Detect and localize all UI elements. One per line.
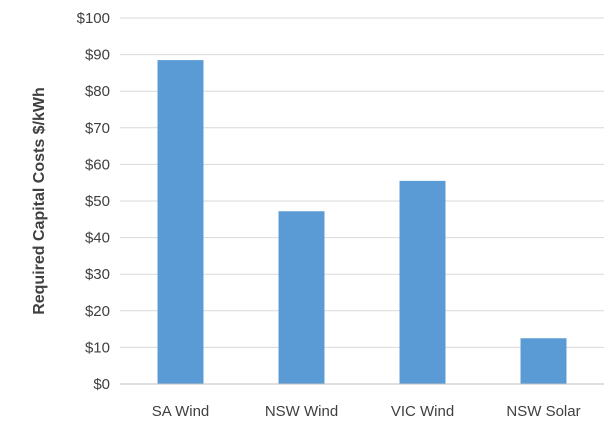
- y-tick-label: $30: [85, 266, 110, 283]
- y-tick-label: $70: [85, 120, 110, 137]
- y-axis-title: Required Capital Costs $/kWh: [31, 87, 48, 315]
- x-tick-label: NSW Solar: [506, 403, 580, 420]
- bar-nsw-solar: [520, 338, 567, 384]
- y-tick-label: $60: [85, 156, 110, 173]
- x-tick-label: NSW Wind: [265, 403, 338, 420]
- y-tick-label: $0: [93, 376, 110, 393]
- x-tick-label: SA Wind: [152, 403, 210, 420]
- y-axis-tick-labels: $0 $10 $20 $30 $40 $50 $60 $70 $80 $90 $100: [77, 10, 110, 393]
- bars: [157, 60, 567, 385]
- bar-nsw-wind: [278, 211, 325, 384]
- x-tick-label: VIC Wind: [391, 403, 454, 420]
- y-tick-label: $100: [77, 10, 110, 27]
- y-tick-label: $80: [85, 83, 110, 100]
- x-axis-tick-labels: SA Wind NSW Wind VIC Wind NSW Solar: [152, 403, 581, 420]
- y-tick-label: $90: [85, 47, 110, 64]
- bar-vic-wind: [399, 180, 446, 384]
- bar-sa-wind: [157, 60, 204, 385]
- y-tick-label: $10: [85, 339, 110, 356]
- y-tick-label: $40: [85, 230, 110, 247]
- y-tick-label: $50: [85, 193, 110, 210]
- y-tick-label: $20: [85, 303, 110, 320]
